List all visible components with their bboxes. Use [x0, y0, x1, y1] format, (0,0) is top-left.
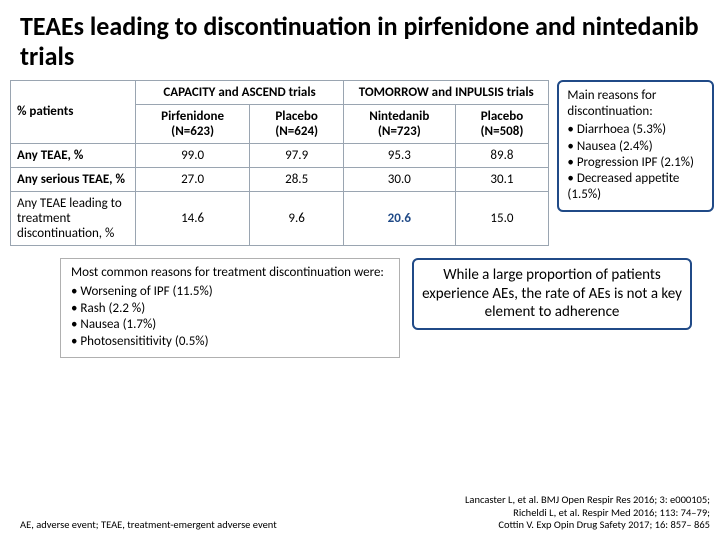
side-reasons-box: Main reasons for discontinuation: Diarrh…	[557, 80, 714, 212]
reasons-list: Worsening of IPF (11.5%) Rash (2.2 %) Na…	[71, 284, 389, 352]
cell: 97.9	[250, 143, 344, 167]
sub-col: Pirfenidone (N=623)	[136, 104, 250, 143]
row-label: Any serious TEAE, %	[11, 167, 136, 191]
list-item: Worsening of IPF (11.5%)	[71, 284, 389, 301]
list-item: Nausea (1.7%)	[71, 317, 389, 334]
references: Lancaster L, et al. BMJ Open Respir Res …	[465, 494, 710, 532]
list-item: Photosensititivity (0.5%)	[71, 334, 389, 351]
table-row: Any TEAE, % 99.0 97.9 95.3 89.8	[11, 143, 549, 167]
col-group-2: TOMORROW and INPULSIS trials	[344, 80, 549, 104]
cell: 9.6	[250, 191, 344, 245]
conclusion-box: While a large proportion of patients exp…	[412, 258, 692, 330]
lower-row: Most common reasons for treatment discon…	[0, 246, 720, 358]
cell: 20.6	[344, 191, 455, 245]
col-group-1: CAPACITY and ASCEND trials	[136, 80, 344, 104]
abbreviations: AE, adverse event; TEAE, treatment-emerg…	[20, 519, 277, 532]
reasons-box: Most common reasons for treatment discon…	[60, 258, 400, 358]
cell: 27.0	[136, 167, 250, 191]
cell: 15.0	[455, 191, 549, 245]
cell: 95.3	[344, 143, 455, 167]
sub-col: Placebo (N=508)	[455, 104, 549, 143]
cell: 28.5	[250, 167, 344, 191]
table-row: Any TEAE leading to treatment discontinu…	[11, 191, 549, 245]
list-item: Progression IPF (2.1%)	[567, 155, 704, 171]
ref-line: Cottin V. Exp Opin Drug Safety 2017; 16:…	[465, 519, 710, 532]
teae-table: % patients CAPACITY and ASCEND trials TO…	[10, 80, 549, 246]
cell: 89.8	[455, 143, 549, 167]
table-corner: % patients	[11, 80, 136, 143]
cell: 30.0	[344, 167, 455, 191]
cell: 14.6	[136, 191, 250, 245]
side-list: Diarrhoea (5.3%) Nausea (2.4%) Progressi…	[567, 122, 704, 203]
list-item: Nausea (2.4%)	[567, 139, 704, 155]
sub-col: Nintedanib (N=723)	[344, 104, 455, 143]
list-item: Diarrhoea (5.3%)	[567, 122, 704, 138]
cell: 99.0	[136, 143, 250, 167]
side-heading: Main reasons for discontinuation:	[567, 88, 704, 121]
list-item: Decreased appetite (1.5%)	[567, 171, 704, 204]
content-row: % patients CAPACITY and ASCEND trials TO…	[0, 80, 720, 246]
table-row: Any serious TEAE, % 27.0 28.5 30.0 30.1	[11, 167, 549, 191]
slide-title: TEAEs leading to discontinuation in pirf…	[0, 0, 720, 80]
reasons-heading: Most common reasons for treatment discon…	[71, 265, 389, 282]
list-item: Rash (2.2 %)	[71, 301, 389, 318]
cell: 30.1	[455, 167, 549, 191]
footer: AE, adverse event; TEAE, treatment-emerg…	[20, 494, 710, 532]
sub-col: Placebo (N=624)	[250, 104, 344, 143]
row-label: Any TEAE leading to treatment discontinu…	[11, 191, 136, 245]
row-label: Any TEAE, %	[11, 143, 136, 167]
